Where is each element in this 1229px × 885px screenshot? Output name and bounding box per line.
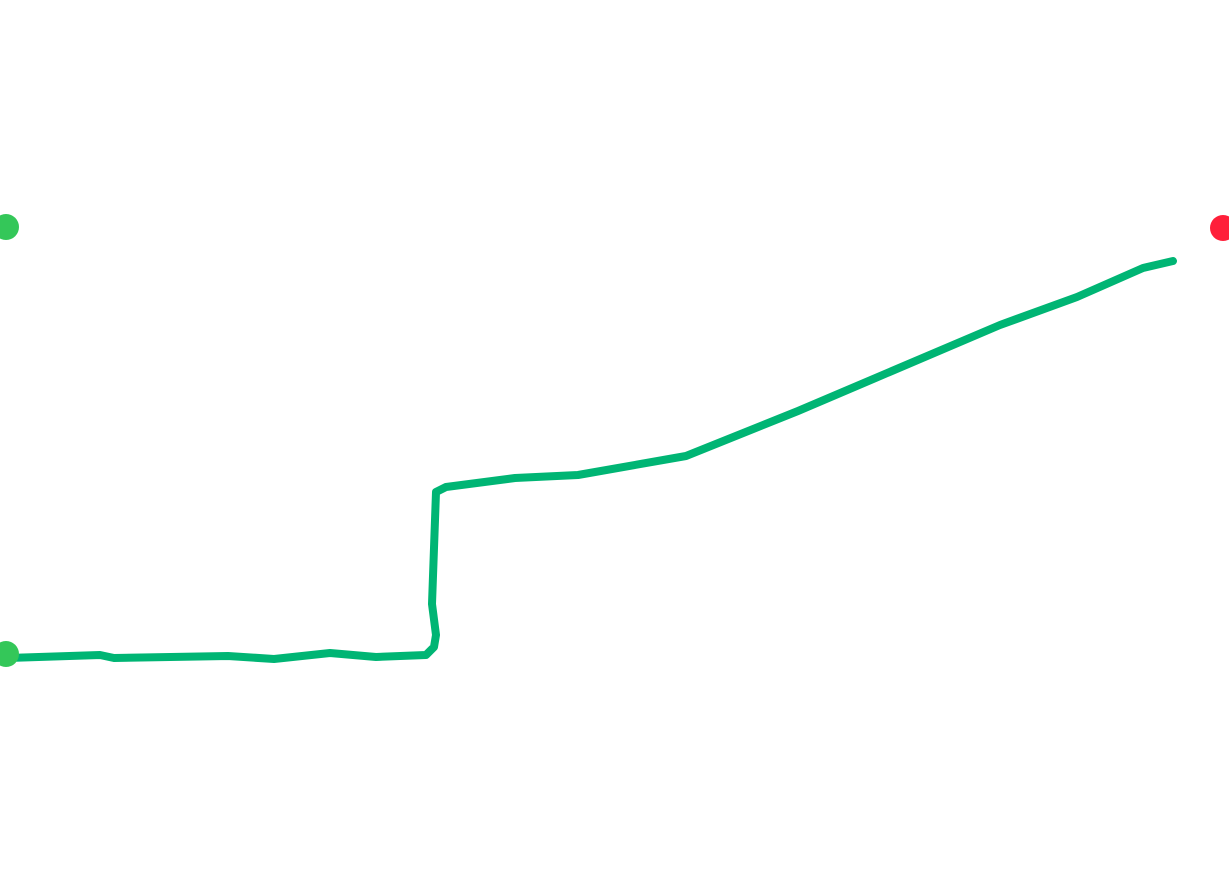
start-marker[interactable]: [0, 214, 19, 240]
waypoint-marker[interactable]: [0, 641, 19, 667]
end-marker[interactable]: [1210, 215, 1229, 241]
route-line: [4, 257, 1177, 663]
